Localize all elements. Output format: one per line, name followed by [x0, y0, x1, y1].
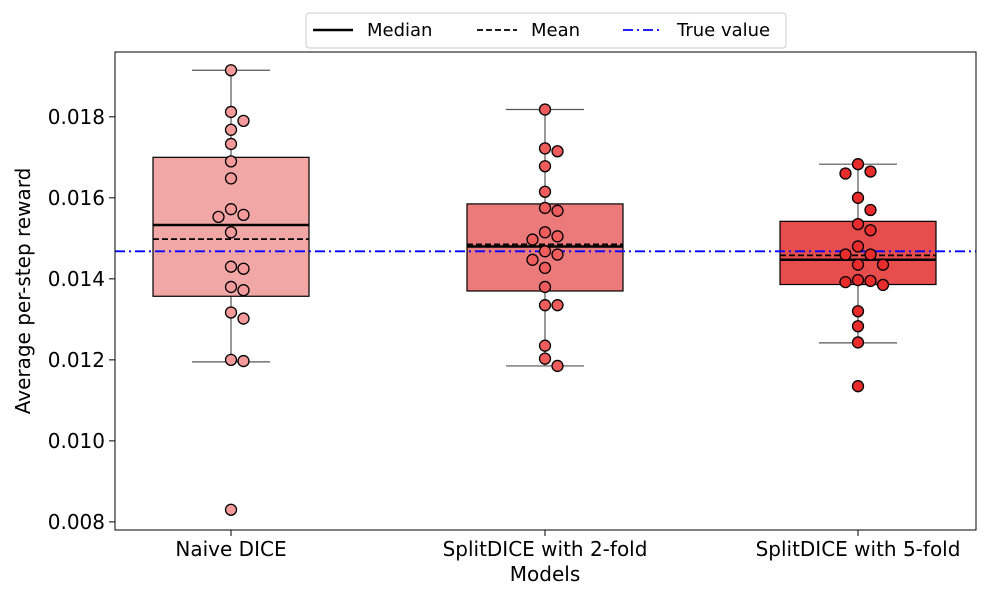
legend: Median Mean True value [305, 12, 787, 49]
data-point [851, 380, 865, 393]
data-point [851, 320, 865, 333]
x-tick-label: SplitDICE with 2-fold [443, 537, 648, 561]
data-point [224, 306, 238, 319]
data-point [864, 165, 877, 178]
data-point [864, 248, 877, 261]
data-point [851, 258, 865, 271]
data-point [224, 137, 238, 151]
y-tick-label: 0.016 [48, 186, 105, 210]
data-point [224, 155, 238, 168]
data-point [851, 273, 865, 287]
data-point [851, 336, 865, 349]
data-point [851, 218, 865, 231]
data-point [526, 233, 539, 246]
data-point [851, 240, 865, 253]
data-point [224, 64, 238, 77]
data-point [839, 275, 852, 289]
data-point [538, 352, 552, 365]
data-point [851, 158, 865, 171]
axis-layer: 0.008 0.010 0.012 0.014 0.016 0.018 Naive DICE… [48, 105, 961, 561]
data-point [237, 284, 250, 297]
data-point [526, 253, 539, 266]
data-point [538, 280, 552, 294]
data-point [538, 160, 552, 173]
data-point [224, 172, 238, 185]
data-point [551, 359, 564, 373]
data-point [538, 201, 552, 215]
data-point [224, 353, 238, 367]
data-point [224, 123, 238, 136]
data-point [224, 203, 238, 216]
data-point [538, 142, 552, 155]
y-tick-label: 0.008 [48, 510, 105, 534]
data-point [551, 204, 564, 217]
data-point [237, 312, 250, 325]
y-tick-label: 0.014 [48, 267, 105, 291]
data-point [551, 248, 564, 261]
data-point [876, 258, 890, 271]
data-point [864, 203, 877, 217]
x-tick-label: SplitDICE with 5-fold [756, 537, 961, 561]
data-point [237, 262, 250, 275]
data-point [876, 278, 890, 292]
data-point [237, 354, 250, 368]
data-point [839, 248, 852, 261]
data-point [864, 224, 877, 237]
data-point [538, 299, 552, 312]
legend-frame [305, 12, 787, 49]
data-point [538, 226, 552, 239]
data-point [551, 230, 564, 243]
data-point [551, 145, 564, 158]
x-tick-label: Naive DICE [175, 537, 286, 561]
data-point [538, 245, 552, 258]
data-point [224, 226, 238, 239]
data-point [224, 503, 238, 516]
legend-label: Median [367, 20, 432, 41]
y-tick-label: 0.012 [48, 348, 105, 372]
data-point [224, 260, 238, 273]
legend-label: True value [676, 20, 770, 41]
y-tick-label: 0.010 [48, 429, 105, 453]
data-point [851, 191, 865, 204]
plot-layer [115, 64, 976, 516]
data-point [538, 103, 552, 116]
data-point [839, 167, 852, 180]
data-point [237, 208, 250, 221]
data-point [538, 185, 552, 198]
data-point [864, 274, 877, 288]
data-point [538, 261, 552, 275]
data-point [224, 105, 238, 119]
legend-label: Mean [531, 20, 580, 41]
x-axis-title: Models [510, 562, 580, 586]
y-axis-title: Average per-step reward [11, 168, 35, 415]
data-point [212, 210, 225, 224]
data-point [224, 280, 238, 294]
data-point [551, 299, 564, 312]
y-tick-label: 0.018 [48, 105, 105, 129]
data-point [851, 305, 865, 318]
data-point [538, 339, 552, 352]
data-point [237, 114, 250, 128]
